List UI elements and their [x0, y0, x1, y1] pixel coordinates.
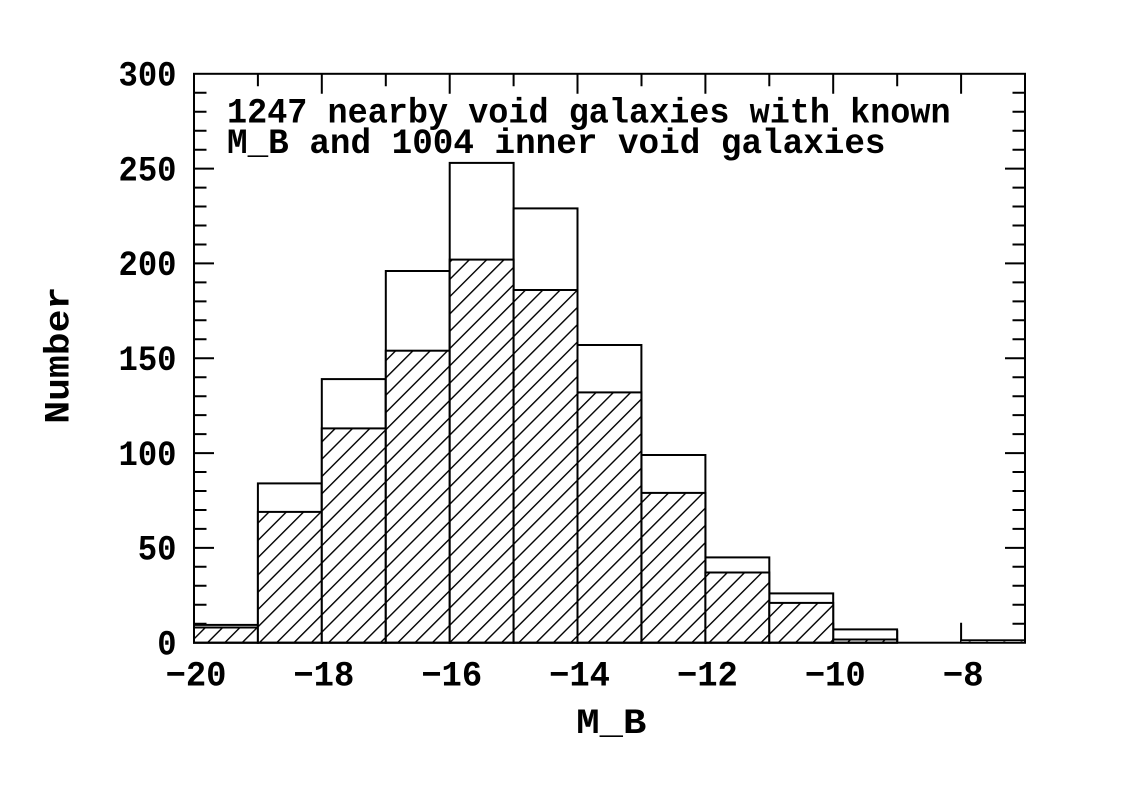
svg-text:−10: −10	[805, 656, 866, 696]
svg-text:−14: −14	[549, 656, 610, 696]
svg-text:0: 0	[157, 626, 176, 666]
svg-text:100: 100	[119, 436, 177, 476]
svg-text:−18: −18	[293, 656, 354, 696]
svg-text:−8: −8	[943, 656, 984, 696]
svg-text:M_B: M_B	[576, 704, 646, 744]
svg-text:50: 50	[138, 531, 177, 571]
svg-text:200: 200	[119, 246, 177, 286]
svg-text:−20: −20	[166, 656, 227, 696]
svg-text:150: 150	[119, 341, 177, 381]
svg-text:1247 nearby void galaxies with: 1247 nearby void galaxies with known	[227, 94, 951, 134]
svg-text:−16: −16	[421, 656, 482, 696]
svg-text:M_B and 1004 inner void galaxi: M_B and 1004 inner void galaxies	[227, 124, 886, 164]
svg-text:250: 250	[119, 151, 177, 191]
svg-text:−12: −12	[677, 656, 738, 696]
svg-text:300: 300	[119, 57, 177, 97]
svg-text:Number: Number	[40, 287, 80, 424]
